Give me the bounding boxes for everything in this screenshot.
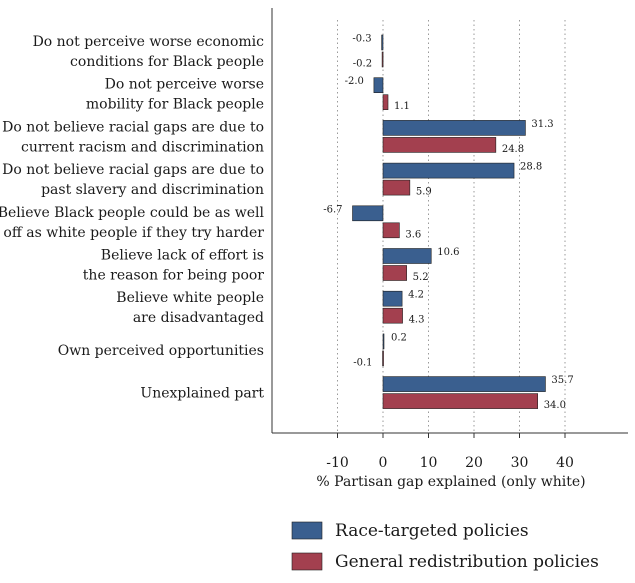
data-label: 4.3	[409, 315, 425, 326]
bar-general-redistribution	[382, 265, 407, 281]
data-label: -0.1	[353, 357, 372, 368]
data-label: 10.6	[437, 247, 459, 258]
data-label: -0.3	[352, 34, 371, 45]
bar-general-redistribution	[382, 137, 497, 153]
category-label: Believe lack of effort is the reason for …	[83, 248, 265, 284]
legend: Race-targeted policies General redistribu…	[291, 521, 599, 572]
x-tick-label: 0	[379, 455, 388, 471]
grid-layer	[337, 20, 566, 433]
bar-race-targeted	[382, 290, 403, 307]
bar-race-targeted	[352, 205, 384, 222]
axis-layer: % Partisan gap explained (only white) -1…	[271, 8, 628, 490]
legend-swatch	[291, 552, 323, 571]
category-label: Do not believe racial gaps are due to pas…	[2, 162, 264, 198]
bar-general-redistribution	[382, 350, 384, 367]
data-label: 35.7	[551, 375, 573, 386]
bar-race-targeted	[382, 248, 432, 264]
x-axis-title: % Partisan gap explained (only white)	[316, 474, 585, 490]
data-label: 1.1	[394, 101, 410, 112]
bar-general-redistribution	[382, 393, 538, 409]
x-tick-label: 30	[511, 455, 529, 471]
legend-label: General redistribution policies	[335, 552, 599, 572]
bar-general-redistribution	[381, 51, 384, 68]
legend-label: Race-targeted policies	[335, 521, 529, 541]
bar-race-targeted	[382, 376, 546, 392]
category-label: Do not believe racial gaps are due to cur…	[2, 119, 264, 155]
data-label: -0.2	[353, 59, 372, 70]
x-tick-label: -10	[326, 455, 349, 471]
category-label: Unexplained part	[140, 386, 264, 402]
x-tick-label: 20	[465, 455, 483, 471]
bar-general-redistribution	[382, 307, 403, 324]
data-label: 31.3	[531, 119, 553, 130]
data-label: 4.2	[408, 290, 424, 301]
category-label: Believe white people are disadvantaged	[116, 290, 264, 326]
data-label: 0.2	[391, 332, 407, 343]
category-label: Believe Black people could be as well off…	[0, 205, 265, 241]
x-tick-label: 40	[556, 455, 574, 471]
data-label: 34.0	[544, 400, 566, 411]
bar-general-redistribution	[382, 222, 400, 239]
bar-race-targeted	[382, 120, 526, 136]
data-label: -6.7	[323, 204, 342, 215]
label-layer: Do not perceive worse economic conditions…	[0, 34, 574, 412]
bar-race-targeted	[382, 162, 515, 179]
data-label: 5.2	[413, 272, 429, 283]
bar-general-redistribution	[382, 94, 389, 110]
bar-general-redistribution	[382, 179, 411, 196]
category-label: Do not perceive worse economic conditions…	[33, 34, 265, 70]
data-label: 3.6	[405, 229, 421, 240]
x-tick-label: 10	[420, 455, 438, 471]
bar-race-targeted	[381, 34, 384, 51]
bar-layer	[352, 34, 546, 409]
data-label: 28.8	[520, 162, 542, 173]
bar-race-targeted	[373, 77, 384, 93]
data-label: 5.9	[416, 187, 432, 198]
legend-swatch	[291, 521, 323, 540]
bar-race-targeted	[382, 333, 385, 350]
category-label: Own perceived opportunities	[58, 343, 264, 359]
category-label: Do not perceive worse mobility for Black …	[86, 77, 264, 113]
data-label: -2.0	[345, 76, 364, 87]
data-label: 24.8	[502, 144, 524, 155]
